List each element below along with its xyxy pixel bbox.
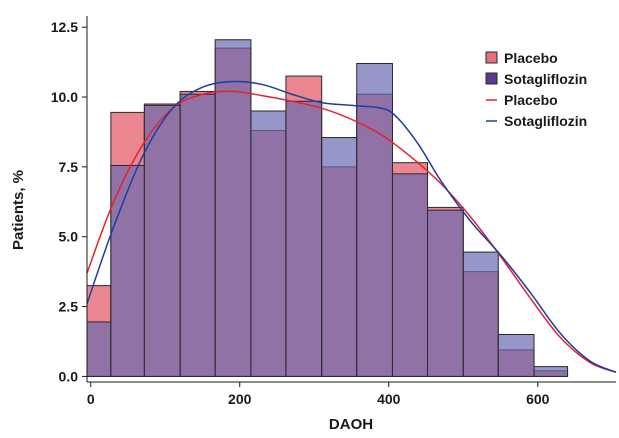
sotagliflozin-bar [391, 173, 428, 377]
axes: 0 200 400 600 0.0 2.5 5.0 7.5 10.0 12.5 [51, 16, 616, 407]
x-tick-label: 600 [526, 391, 550, 407]
y-axis-title: Patients, % [10, 170, 27, 250]
x-axis-title: DAOH [329, 416, 373, 433]
sotagliflozin-bar [462, 251, 499, 377]
sotagliflozin-bar [179, 93, 216, 377]
legend-label: Sotagliflozin [504, 71, 587, 87]
sotagliflozin-bar [497, 334, 535, 377]
legend-label: Placebo [504, 50, 558, 66]
y-tick-label: 0.0 [59, 368, 79, 384]
legend: Placebo Sotagliflozin Placebo Sotagliflozin [485, 50, 587, 129]
histogram-bars [86, 39, 569, 377]
x-tick-label: 400 [377, 391, 401, 407]
sotagliflozin-bar [426, 209, 464, 377]
sotagliflozin-bar [143, 104, 181, 377]
sotagliflozin-bar [250, 110, 287, 377]
legend-patch [485, 51, 498, 64]
x-tick-label: 0 [87, 391, 95, 407]
sotagliflozin-density-line [86, 80, 617, 373]
legend-label: Sotagliflozin [504, 113, 587, 129]
x-tick-label: 200 [228, 391, 252, 407]
y-tick-label: 10.0 [51, 89, 78, 105]
y-tick-label: 7.5 [59, 159, 79, 175]
density-curves [86, 80, 617, 373]
y-tick-label: 5.0 [59, 229, 79, 245]
y-tick-label: 2.5 [59, 299, 79, 315]
sotagliflozin-bar [86, 321, 112, 377]
sotagliflozin-bar [285, 100, 323, 377]
sotagliflozin-bar [533, 366, 569, 377]
y-tick-label: 12.5 [51, 19, 78, 35]
legend-label: Placebo [504, 92, 558, 108]
legend-patch [485, 72, 498, 85]
sotagliflozin-bar [214, 39, 252, 377]
sotagliflozin-bar [356, 62, 393, 377]
sotagliflozin-bar [321, 137, 358, 377]
